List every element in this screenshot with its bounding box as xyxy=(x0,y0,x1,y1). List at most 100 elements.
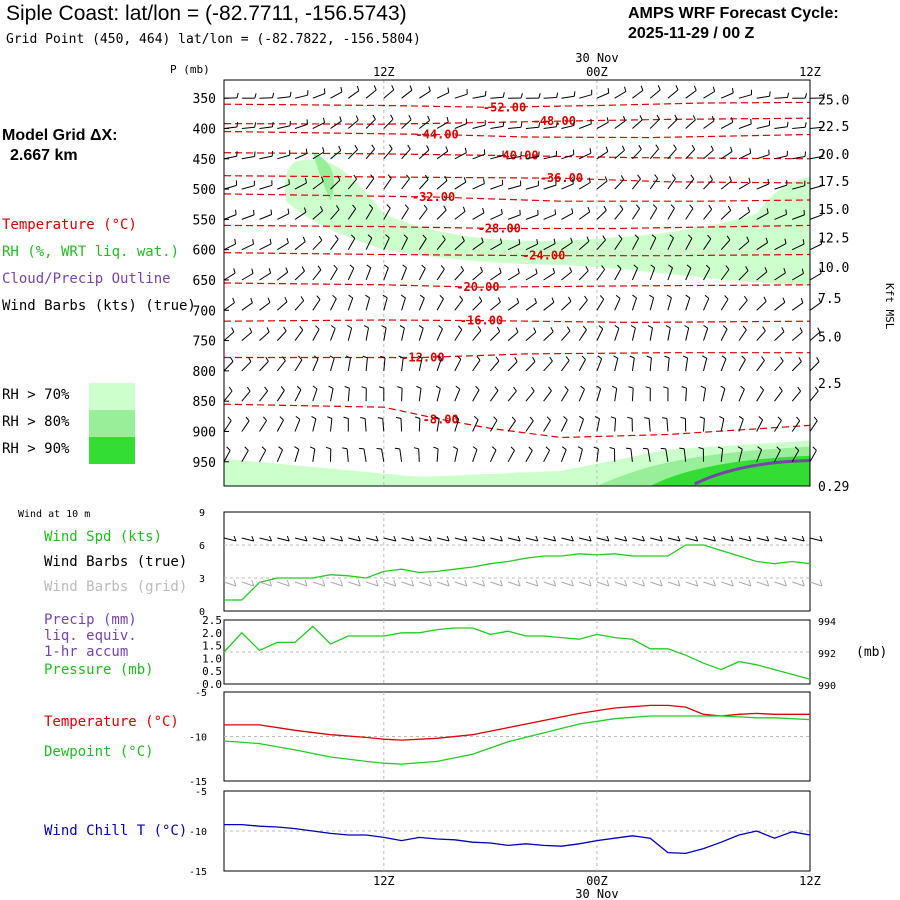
wind-barb-flag xyxy=(233,268,236,274)
wind-barb-flag xyxy=(363,325,369,329)
wind-barb-flag xyxy=(462,206,466,212)
wind-barb xyxy=(525,361,536,372)
wind-barb-flag xyxy=(319,206,324,212)
wind-barb-flag xyxy=(476,355,481,361)
wind-barb xyxy=(756,95,770,99)
sfc-wind-barb xyxy=(543,537,556,542)
wind-barb xyxy=(543,360,553,372)
wind-barb-flag xyxy=(249,327,253,333)
wind-barb xyxy=(525,214,539,220)
wind-barb xyxy=(614,120,626,129)
wind-barb xyxy=(685,119,696,129)
wind-barb xyxy=(454,270,464,281)
wind-barb-flag xyxy=(254,122,257,128)
wind-barb xyxy=(543,97,557,99)
sfc-wind-barb-flag xyxy=(819,535,823,542)
isotherm-label: -28.00 xyxy=(478,221,521,235)
wind-barb xyxy=(720,239,731,251)
legend-sfc-temperature: Temperature (°C) xyxy=(44,714,179,730)
wind-barb xyxy=(383,327,387,341)
wind-barb-flag xyxy=(782,297,786,303)
legend-wind-speed: Wind Spd (kts) xyxy=(44,529,163,545)
wind-barb xyxy=(365,207,374,220)
wind-barb-flag xyxy=(689,204,694,209)
wind-barb-flag xyxy=(371,144,376,150)
wind-barb-flag xyxy=(785,209,787,215)
precip-tick-label: 0.0 xyxy=(202,678,222,691)
wind-barb xyxy=(665,448,669,462)
isotherm-line xyxy=(223,130,811,139)
wind-barb xyxy=(774,126,788,129)
wind-barb xyxy=(365,297,371,311)
wind-barb xyxy=(631,357,635,371)
wind-barb-flag xyxy=(354,144,358,150)
sfc-wind-barb-flag xyxy=(517,535,521,542)
wind-barb xyxy=(614,358,619,372)
wind-barb xyxy=(312,418,317,432)
sfc-wind-barb-flag xyxy=(801,535,805,542)
wind-barb-flag xyxy=(399,325,405,329)
wind-barb-flag xyxy=(722,325,728,330)
wind-barb xyxy=(720,121,733,129)
wind-barb xyxy=(596,151,609,160)
wind-barb-flag xyxy=(440,265,445,270)
grid-wind-barb-flag xyxy=(322,579,326,587)
wind-barb xyxy=(490,125,504,129)
wind-barb-flag xyxy=(445,146,449,152)
wind-barb-flag xyxy=(402,264,407,269)
wind-barb-flag xyxy=(385,234,390,239)
wind-barb-flag xyxy=(317,265,322,271)
wind-barb xyxy=(596,180,608,190)
wind-barb xyxy=(276,271,289,281)
wind-barb xyxy=(774,449,781,463)
wind-barb-flag xyxy=(270,209,273,215)
grid-wind-barb-flag xyxy=(606,579,610,587)
grid-wind-barb xyxy=(401,581,414,587)
wind-barb-flag xyxy=(437,355,442,360)
wind-barb xyxy=(720,358,727,372)
sfc-wind-barb xyxy=(667,537,681,542)
wind-barb xyxy=(259,420,268,432)
wind-barb-flag xyxy=(342,447,348,450)
wind-barb-flag xyxy=(673,144,677,150)
wind-barb-flag xyxy=(556,92,559,98)
wind-barb xyxy=(312,269,322,281)
wind-barb-flag xyxy=(585,266,589,271)
grid-wind-barb-flag xyxy=(624,579,628,587)
isotherm-line xyxy=(223,252,811,257)
wind-barb-flag xyxy=(707,234,712,240)
wind-barb-flag xyxy=(398,355,404,359)
wind-barb-flag xyxy=(593,446,599,450)
wind-barb-flag xyxy=(499,267,502,273)
height-tick-label: 12.5 xyxy=(818,232,849,247)
isotherm-label: -16.00 xyxy=(460,314,503,328)
wind-barb xyxy=(436,92,450,99)
wind-barb xyxy=(330,328,336,341)
wind-barb xyxy=(259,390,268,402)
wind-barb-flag xyxy=(644,417,650,419)
wind-barb-flag xyxy=(232,297,235,303)
wind-barb-flag xyxy=(566,326,571,332)
wind-barb-flag xyxy=(352,204,357,210)
wind-barb-flag xyxy=(464,147,467,153)
wind-barb-flag xyxy=(686,264,692,269)
wind-barb-flag xyxy=(465,118,468,124)
wind-barb xyxy=(418,448,420,462)
wind-barb xyxy=(774,272,786,281)
wind-barb-flag xyxy=(603,205,607,211)
wind-barb-flag xyxy=(376,448,382,450)
wind-barb xyxy=(525,331,537,341)
grid-wind-barb-flag xyxy=(304,579,308,587)
wind-barb-flag xyxy=(254,93,257,99)
wind-barb xyxy=(561,95,575,99)
grid-wind-barb xyxy=(650,581,663,587)
wind-barb-flag xyxy=(322,147,325,153)
wind-barb-flag xyxy=(691,144,696,150)
wind-barb-flag xyxy=(323,88,326,94)
wind-barb xyxy=(774,420,782,432)
wind-barb-flag xyxy=(708,204,713,210)
sfc-wind-barb-flag xyxy=(499,535,503,542)
wind-barb-flag xyxy=(564,386,569,391)
wind-barb-flag xyxy=(418,324,424,329)
wind-barb-flag xyxy=(599,295,605,300)
